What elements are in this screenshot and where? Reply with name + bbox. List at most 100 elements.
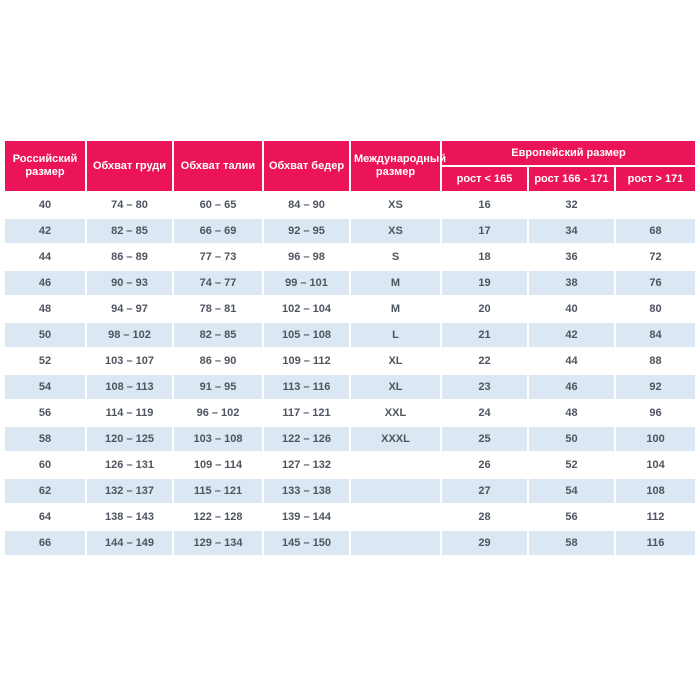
- table-cell: 17: [442, 219, 527, 243]
- table-cell: 58: [5, 427, 85, 451]
- table-cell: 72: [616, 245, 696, 269]
- table-cell: 117 – 121: [264, 401, 349, 425]
- table-cell: 56: [529, 505, 614, 529]
- table-cell: 80: [616, 297, 696, 321]
- table-row: 44 86 – 89 77 – 73 96 – 98 S 18 36 72: [5, 245, 696, 269]
- col-header-height-lt-165: рост < 165: [442, 167, 527, 191]
- table-cell: 99 – 101: [264, 271, 349, 295]
- table-cell: 48: [529, 401, 614, 425]
- table-cell: 78 – 81: [174, 297, 262, 321]
- table-cell: 74 – 77: [174, 271, 262, 295]
- table-cell: 25: [442, 427, 527, 451]
- table-cell: [616, 193, 696, 217]
- table-row: 56 114 – 119 96 – 102 117 – 121 XXL 24 48 96: [5, 401, 696, 425]
- table-cell: 104: [616, 453, 696, 477]
- table-cell: 122 – 128: [174, 505, 262, 529]
- table-cell: 26: [442, 453, 527, 477]
- table-cell: 103 – 107: [87, 349, 172, 373]
- table-cell: 60 – 65: [174, 193, 262, 217]
- table-cell: [351, 531, 440, 555]
- table-cell: 46: [529, 375, 614, 399]
- table-cell: 129 – 134: [174, 531, 262, 555]
- table-cell: XXL: [351, 401, 440, 425]
- table-cell: 91 – 95: [174, 375, 262, 399]
- table-cell: 60: [5, 453, 85, 477]
- table-cell: 86 – 90: [174, 349, 262, 373]
- col-header-russian-size: Российский размер: [5, 141, 85, 191]
- table-cell: 28: [442, 505, 527, 529]
- table-cell: S: [351, 245, 440, 269]
- table-cell: 90 – 93: [87, 271, 172, 295]
- table-cell: 36: [529, 245, 614, 269]
- table-cell: 92 – 95: [264, 219, 349, 243]
- table-cell: [351, 479, 440, 503]
- table-cell: 82 – 85: [174, 323, 262, 347]
- table-cell: 40: [5, 193, 85, 217]
- table-cell: 42: [5, 219, 85, 243]
- table-cell: 114 – 119: [87, 401, 172, 425]
- table-cell: 32: [529, 193, 614, 217]
- col-header-height-166-171: рост 166 - 171: [529, 167, 614, 191]
- table-cell: 29: [442, 531, 527, 555]
- col-header-waist: Обхват талии: [174, 141, 262, 191]
- table-cell: 84: [616, 323, 696, 347]
- table-cell: 22: [442, 349, 527, 373]
- table-cell: 84 – 90: [264, 193, 349, 217]
- table-cell: 52: [529, 453, 614, 477]
- table-cell: 127 – 132: [264, 453, 349, 477]
- size-table-body: 40 74 – 80 60 – 65 84 – 90 XS 16 32 42 82 – 85 66…: [5, 193, 696, 555]
- table-cell: 64: [5, 505, 85, 529]
- table-cell: 86 – 89: [87, 245, 172, 269]
- table-cell: 40: [529, 297, 614, 321]
- table-row: 50 98 – 102 82 – 85 105 – 108 L 21 42 84: [5, 323, 696, 347]
- table-cell: 77 – 73: [174, 245, 262, 269]
- table-cell: 92: [616, 375, 696, 399]
- table-cell: 98 – 102: [87, 323, 172, 347]
- table-cell: 145 – 150: [264, 531, 349, 555]
- table-cell: 56: [5, 401, 85, 425]
- table-cell: 54: [5, 375, 85, 399]
- table-cell: 27: [442, 479, 527, 503]
- table-row: 48 94 – 97 78 – 81 102 – 104 M 20 40 80: [5, 297, 696, 321]
- table-row: 58 120 – 125 103 – 108 122 – 126 XXXL 25 50 100: [5, 427, 696, 451]
- table-cell: 103 – 108: [174, 427, 262, 451]
- table-cell: 96 – 98: [264, 245, 349, 269]
- table-cell: 18: [442, 245, 527, 269]
- table-cell: 96 – 102: [174, 401, 262, 425]
- table-row: 60 126 – 131 109 – 114 127 – 132 26 52 104: [5, 453, 696, 477]
- table-row: 42 82 – 85 66 – 69 92 – 95 XS 17 34 68: [5, 219, 696, 243]
- table-cell: 66 – 69: [174, 219, 262, 243]
- table-cell: 109 – 112: [264, 349, 349, 373]
- table-cell: XS: [351, 219, 440, 243]
- table-cell: 82 – 85: [87, 219, 172, 243]
- table-cell: 132 – 137: [87, 479, 172, 503]
- size-table-header: Российский размер Обхват груди Обхват та…: [5, 141, 696, 191]
- col-header-height-gt-171: рост > 171: [616, 167, 696, 191]
- table-cell: 58: [529, 531, 614, 555]
- table-cell: XS: [351, 193, 440, 217]
- table-cell: 68: [616, 219, 696, 243]
- table-cell: 16: [442, 193, 527, 217]
- table-cell: 34: [529, 219, 614, 243]
- table-cell: 138 – 143: [87, 505, 172, 529]
- table-cell: XL: [351, 375, 440, 399]
- table-cell: 20: [442, 297, 527, 321]
- table-cell: 54: [529, 479, 614, 503]
- table-cell: 144 – 149: [87, 531, 172, 555]
- col-header-hips: Обхват бедер: [264, 141, 349, 191]
- size-chart: Российский размер Обхват груди Обхват та…: [3, 139, 697, 557]
- table-cell: 23: [442, 375, 527, 399]
- size-table: Российский размер Обхват груди Обхват та…: [3, 139, 697, 557]
- table-cell: 46: [5, 271, 85, 295]
- table-cell: 76: [616, 271, 696, 295]
- table-cell: 108 – 113: [87, 375, 172, 399]
- table-row: 54 108 – 113 91 – 95 113 – 116 XL 23 46 92: [5, 375, 696, 399]
- table-cell: 100: [616, 427, 696, 451]
- table-cell: 122 – 126: [264, 427, 349, 451]
- table-row: 40 74 – 80 60 – 65 84 – 90 XS 16 32: [5, 193, 696, 217]
- table-cell: 44: [529, 349, 614, 373]
- table-cell: 44: [5, 245, 85, 269]
- table-cell: 52: [5, 349, 85, 373]
- table-cell: 50: [529, 427, 614, 451]
